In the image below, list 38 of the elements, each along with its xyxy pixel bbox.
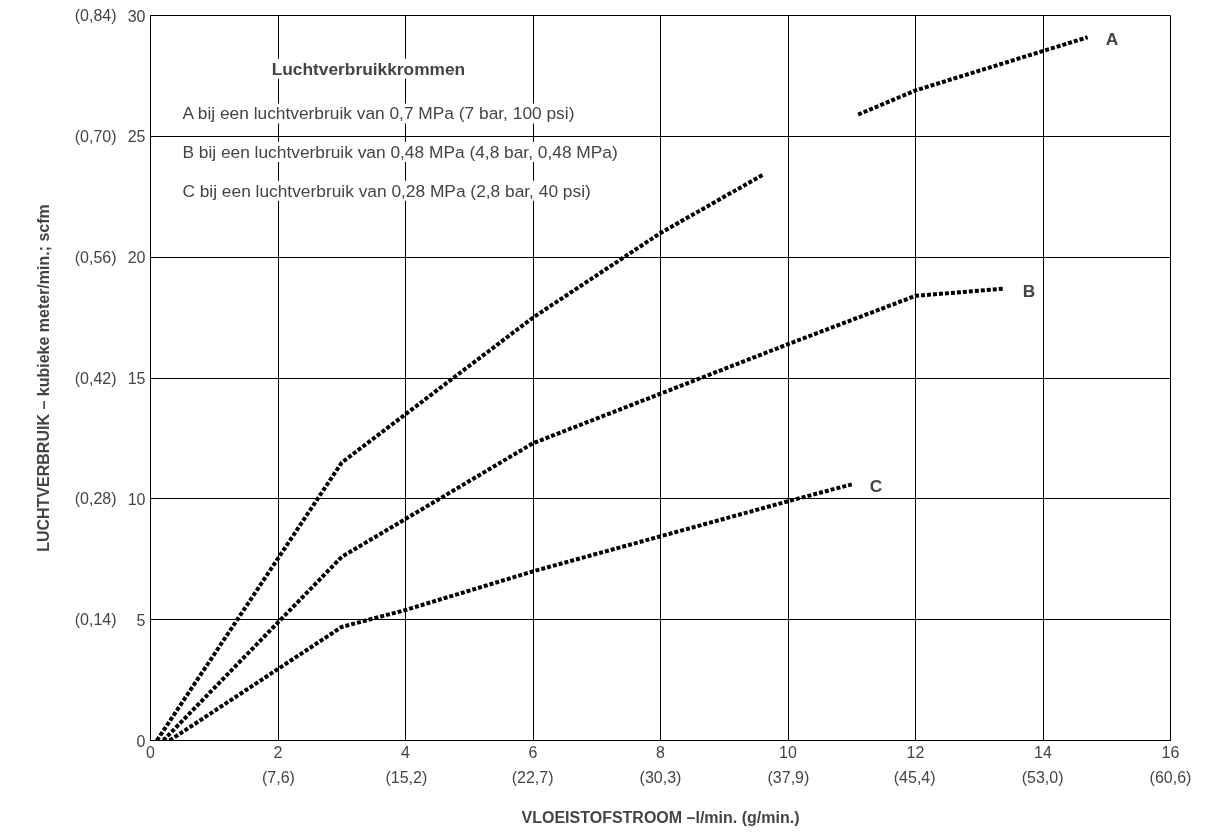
y-tick-label: 0 [136,732,146,750]
x2-tick-label: (37,9) [767,768,810,786]
y-tick-label: 5 [136,611,146,629]
x2-tick-label: (53,0) [1021,768,1064,786]
y2-tick-label: (0,14) [74,611,117,629]
y-tick-label: 15 [127,370,146,387]
series-label: C [869,476,883,497]
series-label: A [1105,29,1119,50]
x2-tick-label: (15,2) [385,768,428,786]
annotation: B bij een luchtverbruik van 0,48 MPa (4,8 bar, 0,48 MPa) [182,142,618,163]
y2-tick-label: (0,70) [74,127,117,145]
x-tick-label: 12 [906,743,925,761]
x2-tick-label: (7,6) [261,768,295,786]
y2-tick-label: (0,84) [74,7,117,24]
x-tick-label: 6 [528,743,538,761]
x-tick-label: 2 [273,743,283,761]
y2-tick-label: (0,56) [74,248,117,266]
x2-tick-label: (45,4) [893,768,936,786]
x2-tick-label: (60,6) [1149,768,1192,786]
x-tick-label: 10 [779,743,797,761]
y2-axis-title: LUCHTVERBRUIK – kubieke meter/min.; scfm [34,204,52,552]
y2-tick-label: (0,42) [74,369,117,387]
series-label: B [1022,280,1036,301]
y-tick-label: 20 [127,249,146,267]
x2-tick-label: (30,3) [639,768,682,786]
annotation: C bij een luchtverbruik van 0,28 MPa (2,8 bar, 40 psi) [182,180,591,201]
y2-tick-label: (0,28) [74,490,117,508]
x2-tick-label: (22,7) [511,768,554,786]
y-tick-label: 30 [127,7,146,25]
y-tick-label: 10 [127,490,146,508]
annotation: A bij een luchtverbruik van 0,7 MPa (7 bar, 100 psi) [182,103,575,124]
legend-title: Luchtverbruikkrommen [271,58,466,79]
y-tick-label: 25 [127,128,146,146]
x-tick-label: 4 [401,743,411,761]
x-tick-label: 16 [1161,743,1180,761]
x-tick-label: 14 [1034,743,1052,761]
x-tick-label: 8 [656,743,666,761]
x-axis-title: VLOEISTOFSTROOM –l/min. (g/min.) [521,808,800,826]
